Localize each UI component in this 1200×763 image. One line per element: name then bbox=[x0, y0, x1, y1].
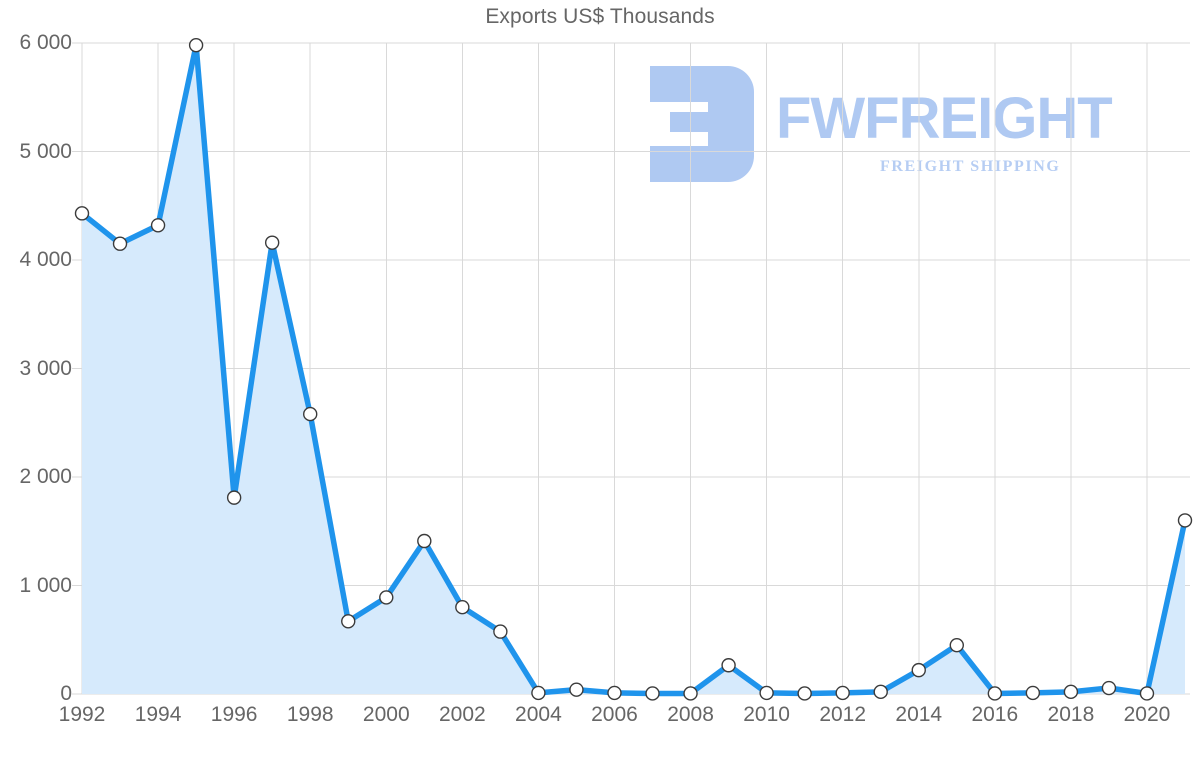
data-point-marker[interactable] bbox=[417, 533, 432, 549]
x-axis-tick-label: 2004 bbox=[515, 703, 562, 726]
y-axis-tick-label: 4 000 bbox=[19, 248, 72, 271]
data-point-marker[interactable] bbox=[1025, 685, 1041, 701]
chart-title: Exports US$ Thousands bbox=[485, 5, 715, 28]
data-point-marker[interactable] bbox=[188, 37, 204, 53]
data-point-marker[interactable] bbox=[1177, 513, 1193, 528]
data-point-marker[interactable] bbox=[683, 686, 698, 701]
y-axis-tick-label: 5 000 bbox=[19, 139, 72, 163]
x-axis-tick-label: 2008 bbox=[667, 703, 714, 726]
x-axis-tick-label: 1992 bbox=[58, 703, 106, 726]
x-axis-tick-label: 2006 bbox=[591, 703, 638, 726]
y-axis-tick-label: 2 000 bbox=[19, 465, 72, 488]
data-point-marker[interactable] bbox=[1101, 680, 1117, 696]
x-axis-tick-label: 1994 bbox=[134, 703, 182, 726]
series-markers bbox=[74, 37, 1193, 701]
data-point-marker[interactable] bbox=[455, 600, 470, 615]
y-axis-tick-label: 6 000 bbox=[19, 31, 72, 54]
data-point-marker[interactable] bbox=[531, 685, 546, 701]
data-point-marker[interactable] bbox=[1139, 686, 1155, 701]
data-point-marker[interactable] bbox=[74, 206, 90, 221]
x-axis-tick-label: 2012 bbox=[819, 703, 867, 726]
y-axis-tick-label: 0 bbox=[60, 682, 72, 705]
data-point-marker[interactable] bbox=[493, 624, 508, 639]
data-point-marker[interactable] bbox=[341, 614, 356, 629]
data-point-marker[interactable] bbox=[759, 685, 774, 701]
data-point-marker[interactable] bbox=[949, 637, 964, 653]
data-point-marker[interactable] bbox=[1063, 684, 1079, 700]
data-point-marker[interactable] bbox=[797, 686, 812, 701]
data-point-marker[interactable] bbox=[835, 685, 850, 701]
data-point-marker[interactable] bbox=[226, 490, 242, 505]
x-axis-tick-label: 2000 bbox=[362, 703, 410, 726]
data-point-marker[interactable] bbox=[873, 684, 888, 700]
x-axis-tick-label: 2014 bbox=[895, 703, 943, 726]
y-axis-tick-label: 3 000 bbox=[19, 356, 72, 380]
data-point-marker[interactable] bbox=[569, 682, 584, 697]
x-axis-tick-label: 2002 bbox=[438, 703, 486, 726]
series-area-fill bbox=[82, 45, 1185, 695]
y-axis: 0 1 000 2 000 3 000 4 000 5 000 6 000 bbox=[0, 0, 72, 763]
x-axis-tick-label: 2016 bbox=[971, 703, 1019, 726]
x-axis-tick-label: 2010 bbox=[743, 703, 790, 726]
x-axis-tick-label: 2020 bbox=[1123, 703, 1171, 726]
data-point-marker[interactable] bbox=[150, 218, 166, 233]
data-point-marker[interactable] bbox=[303, 406, 318, 422]
data-point-marker[interactable] bbox=[721, 658, 736, 673]
data-point-marker[interactable] bbox=[607, 685, 622, 701]
data-point-marker[interactable] bbox=[645, 686, 660, 701]
x-axis-tick-label: 1996 bbox=[210, 703, 258, 726]
x-axis-tick-label: 1998 bbox=[286, 703, 334, 726]
data-point-marker[interactable] bbox=[987, 686, 1003, 701]
data-point-marker[interactable] bbox=[379, 590, 394, 605]
data-point-marker[interactable] bbox=[264, 235, 280, 250]
x-axis-tick-label: 2018 bbox=[1047, 703, 1095, 726]
data-point-marker[interactable] bbox=[911, 662, 926, 678]
y-axis-tick-label: 1 000 bbox=[19, 573, 72, 597]
data-point-marker[interactable] bbox=[112, 236, 128, 251]
